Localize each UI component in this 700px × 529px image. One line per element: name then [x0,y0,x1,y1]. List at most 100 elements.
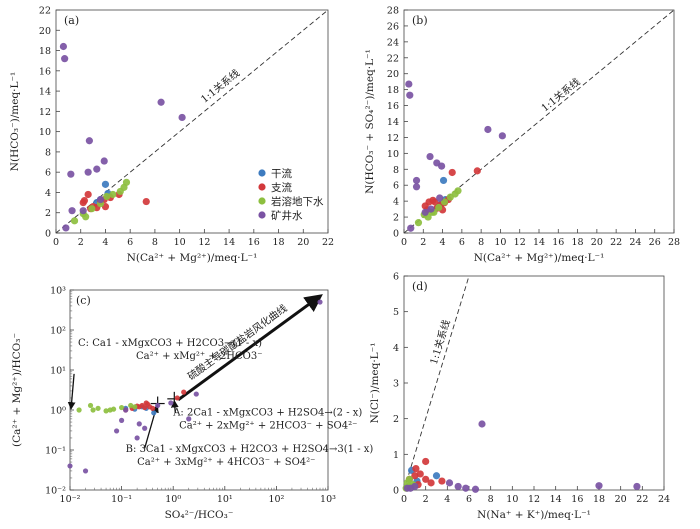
legend-marker-mainstream [258,169,266,177]
point-tributary [411,472,419,480]
point-mainstream [432,472,441,480]
point-mine-water [123,407,129,413]
point-mine-water [62,224,70,232]
point-mine-water [84,168,92,176]
y-tick-label: 12 [39,107,51,118]
x-tick-label: 14 [223,237,235,248]
point-mine-water [119,417,125,423]
panel-d-x-axis-label: N(Na⁺ + K⁺)/meq·L⁻¹ [477,509,591,521]
point-tributary [181,389,187,395]
point-karst-groundwater [120,183,128,191]
point-mine-water [406,484,415,492]
x-tick-label: 10² [268,494,284,505]
point-karst-groundwater [440,198,449,206]
point-mine-water [136,421,142,427]
x-tick-label: 10⁰ [165,494,181,505]
legend-marker-tributary [258,183,266,191]
panel-d-y-axis-label: N(Cl⁻)/meq·L⁻¹ [369,343,381,424]
point-mine-water [454,482,462,491]
x-tick-label: 26 [649,237,661,248]
point-karst-groundwater [128,402,134,409]
point-mine-water [427,205,435,213]
point-mine-water [186,416,192,422]
point-karst-groundwater [103,408,109,414]
legend-marker-karst-groundwater [258,197,266,205]
point-mine-water [155,402,161,409]
y-tick-label: 6 [393,272,399,283]
panel-b-points [405,80,506,232]
y-tick-label: 8 [45,147,51,158]
point-mine-water [96,195,105,204]
point-mine-water [113,428,120,434]
panel-b-line-label: 1:1关系线 [538,75,582,114]
point-karst-groundwater [454,187,462,195]
x-tick-label: 10 [506,494,518,505]
point-tributary [142,197,150,206]
x-tick-label: 20 [297,237,309,248]
point-tributary [143,400,149,406]
point-tributary [79,198,87,207]
point-karst-groundwater [76,407,82,413]
panel-d-label: (d) [412,280,428,293]
x-tick-label: 24 [629,237,641,248]
y-tick-label: 2 [393,414,399,425]
x-tick-label: 14 [550,494,562,505]
x-tick-label: 4 [102,237,108,248]
point-karst-groundwater [88,205,96,213]
panel-b-y-axis-label: N(HCO₃⁻ + SO₄²⁻)/meq·L⁻¹ [364,49,376,194]
point-mine-water [61,55,69,63]
x-tick-label: 0 [401,237,407,248]
y-tick-label: 12 [387,133,399,144]
panel-b-ticks: 0 2 4 6 8 10 12 14 16 18 20 22 24 26 28024681012141618… [387,6,680,249]
x-tick-label: 4 [440,237,446,248]
panel-a-x-axis-label: N(Ca²⁺ + Mg²⁺)/meq·L⁻¹ [127,252,258,264]
panel-c-annotation-b-line2: Ca²⁺ + 3xMg²⁺ + 4HCO3⁻ + SO4²⁻ [137,457,315,468]
y-tick-label: 0 [45,229,51,240]
legend-marker-mine-water [258,211,266,219]
y-tick-label: 10⁻¹ [45,446,66,457]
point-karst-groundwater [109,190,117,199]
point-mine-water [484,125,492,134]
y-tick-label: 20 [39,26,51,37]
point-mine-water [438,162,446,170]
point-mine-water [85,137,93,145]
point-mine-water [421,208,429,216]
point-tributary [150,405,156,411]
x-tick-label: 10⁻² [60,494,81,505]
panel-c-points [67,299,323,474]
point-mine-water [436,194,444,202]
y-tick-label: 5 [393,307,399,318]
x-tick-label: 4 [444,494,450,505]
x-tick-label: 10⁻¹ [111,494,132,505]
y-tick-label: 28 [387,6,399,17]
y-tick-label: 10 [387,149,399,160]
point-mainstream [101,180,110,188]
point-mine-water [412,183,421,191]
x-tick-label: 22 [322,237,334,248]
x-tick-label: 0 [53,237,59,248]
panel-a-line-label: 1:1关系线 [198,66,242,105]
x-tick-label: 10³ [320,494,336,505]
y-tick-label: 4 [45,188,51,199]
panel-c-arrow-c [67,373,76,410]
y-tick-label: 4 [393,197,399,208]
panel-c: 10⁻²10⁻² 10⁻¹ 10⁻¹ 10⁰ 10⁰ 10¹ 10¹ 10² 10² 10³ 10³… [11,286,373,522]
point-tributary [174,395,180,401]
panel-c-annotation-c-line1: C: Ca1 - xMgxCO3 + H2CO3→(1 - x) [78,338,262,349]
panel-c-annotation-b-line1: B: 3Ca1 - xMgxCO3 + H2CO3 + H2SO4→3(1 - … [126,444,374,455]
y-tick-label: 10 [39,127,51,138]
x-tick-label: 2 [423,494,429,505]
point-mine-water [406,91,414,99]
legend-label-mine-water: 矿井水 [271,209,303,222]
y-tick-label: 16 [387,101,399,112]
panel-c-label: (c) [76,294,91,307]
y-tick-label: 6 [45,168,51,179]
point-tributary [142,404,148,411]
y-tick-label: 6 [393,181,399,192]
x-tick-label: 18 [572,237,584,248]
x-tick-label: 20 [591,237,603,248]
point-mine-water [100,157,108,165]
x-tick-label: 22 [636,494,648,505]
panel-b-label: (b) [412,14,428,27]
